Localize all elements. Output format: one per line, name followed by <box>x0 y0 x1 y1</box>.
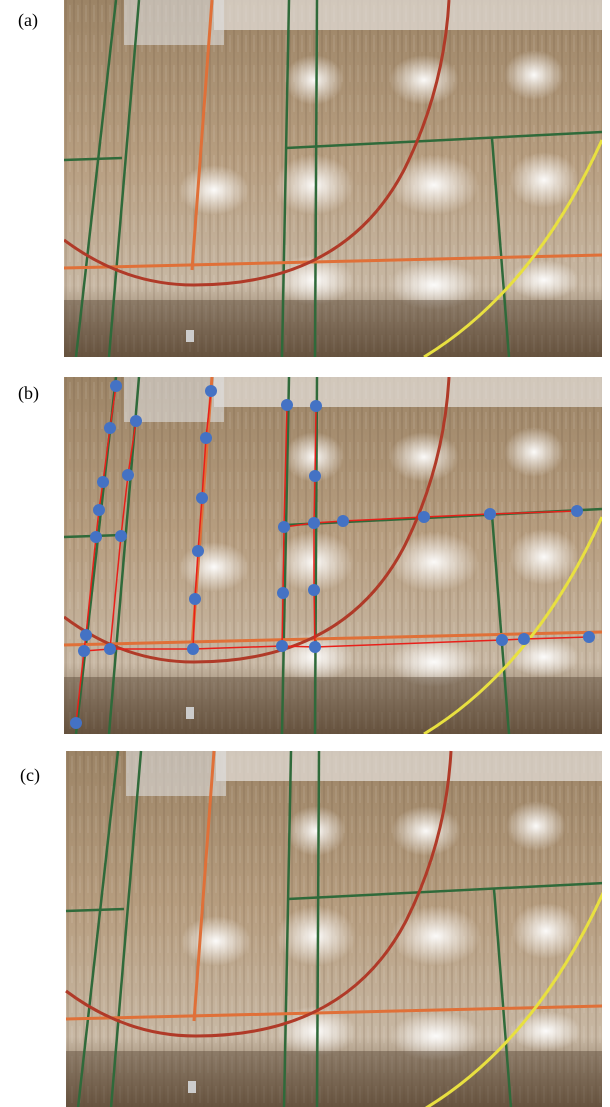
photo-c <box>64 750 602 1107</box>
photo-a <box>64 0 602 357</box>
panel-label: (a) <box>18 10 38 31</box>
panel-label: (c) <box>20 765 40 786</box>
panel-label: (b) <box>18 383 39 404</box>
figure: (a) (b) (c) (() => { const data = JSON.p… <box>0 0 610 1107</box>
photo-b <box>64 377 602 734</box>
